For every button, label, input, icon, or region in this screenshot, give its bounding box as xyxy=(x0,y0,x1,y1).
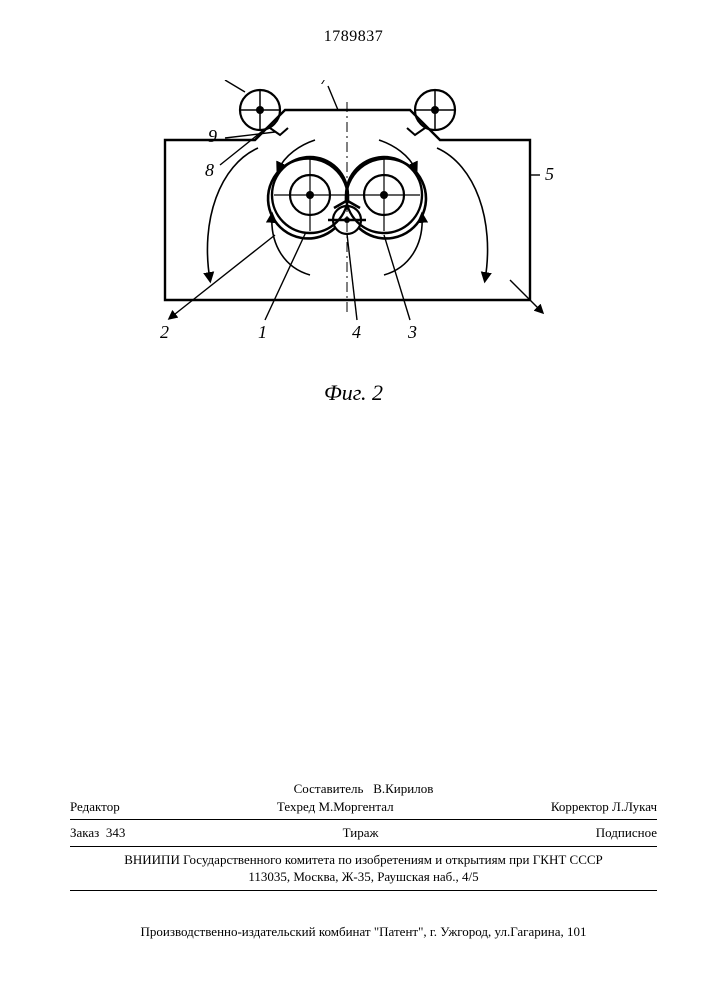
addr-line: 113035, Москва, Ж-35, Раушская наб., 4/5 xyxy=(70,868,657,886)
order-no: 343 xyxy=(106,825,126,840)
org-line: ВНИИПИ Государственного комитета по изоб… xyxy=(70,851,657,869)
editor-label: Редактор xyxy=(70,798,120,816)
compiler-name: В.Кирилов xyxy=(373,781,433,796)
page: 1789837 xyxy=(0,0,707,1000)
techred-label: Техред xyxy=(277,799,315,814)
label-1: 1 xyxy=(258,322,267,342)
figure-svg: 10 7 5 9 8 2 1 4 3 xyxy=(110,80,566,360)
tirage-label: Тираж xyxy=(343,824,379,842)
patent-id: 1789837 xyxy=(0,28,707,46)
techred-name: М.Моргентал xyxy=(318,799,393,814)
label-2: 2 xyxy=(160,322,169,342)
corrector-name: Л.Лукач xyxy=(612,799,657,814)
corrector-label: Корректор xyxy=(551,799,609,814)
order-label: Заказ xyxy=(70,825,99,840)
label-9: 9 xyxy=(208,126,217,146)
label-8: 8 xyxy=(205,160,214,180)
subscr-label: Подписное xyxy=(596,824,657,842)
figure-caption: Фиг. 2 xyxy=(0,380,707,406)
label-7: 7 xyxy=(320,80,330,88)
label-4: 4 xyxy=(352,322,361,342)
label-10: 10 xyxy=(210,80,228,82)
divider xyxy=(70,890,657,891)
label-5: 5 xyxy=(545,164,554,184)
imprint-block: Составитель В.Кирилов Редактор Техред М.… xyxy=(70,780,657,895)
divider xyxy=(70,819,657,820)
divider xyxy=(70,846,657,847)
compiler-label: Составитель xyxy=(294,781,364,796)
figure-2: 10 7 5 9 8 2 1 4 3 xyxy=(110,80,566,360)
label-3: 3 xyxy=(407,322,417,342)
producer-line: Производственно-издательский комбинат "П… xyxy=(70,924,657,940)
